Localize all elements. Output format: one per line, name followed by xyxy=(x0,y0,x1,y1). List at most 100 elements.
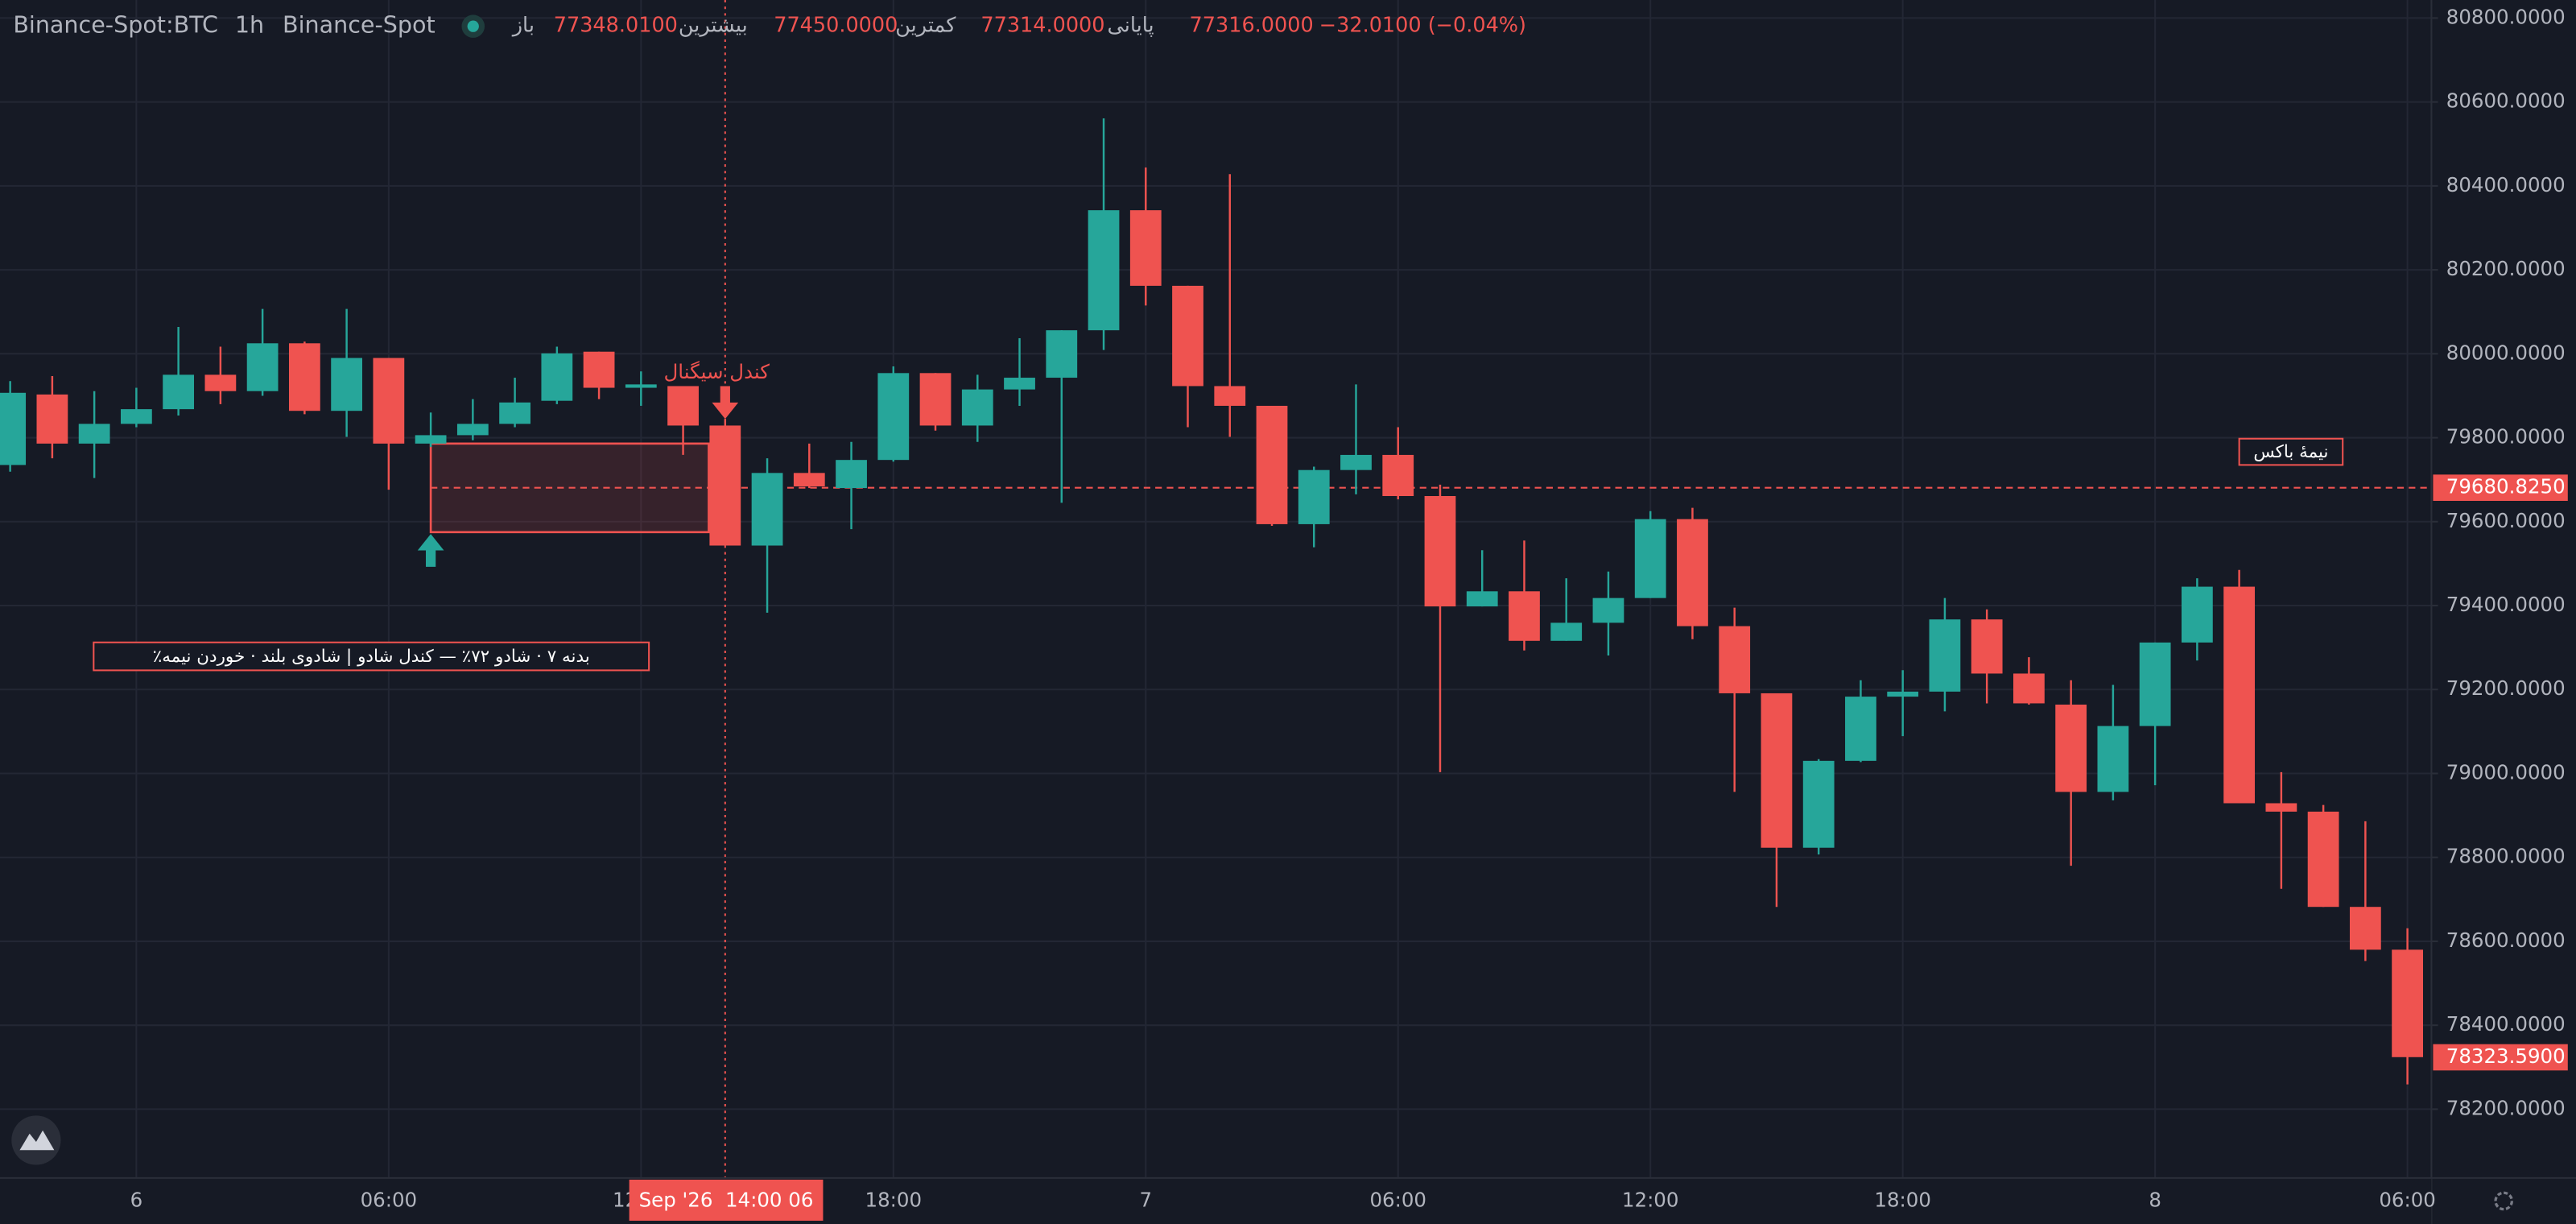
y-tick-label: 80200.0000 xyxy=(2446,257,2566,280)
candle-body xyxy=(1129,210,1162,286)
y-tick-label: 80000.0000 xyxy=(2446,341,2566,364)
candle-body xyxy=(1634,519,1666,598)
candle-body xyxy=(1214,386,1246,406)
price-tag xyxy=(2433,1044,2568,1071)
legend-header: Binance-Spot:BTC 1h Binance-Spot xyxy=(13,11,485,39)
settings-icon[interactable] xyxy=(2494,1191,2514,1211)
candle-body xyxy=(2055,705,2087,792)
y-tick-label: 78600.0000 xyxy=(2446,928,2566,952)
y-tick-label: 80800.0000 xyxy=(2446,5,2566,28)
candle-body xyxy=(2013,673,2045,704)
candle-body xyxy=(919,373,952,426)
price-axis-bg xyxy=(2431,0,2576,1224)
candle-body xyxy=(1256,405,1288,524)
candle-body xyxy=(2223,586,2256,804)
ohlc-value: 77314.0000 xyxy=(980,14,1104,38)
candle-body xyxy=(961,389,993,426)
interval: 1h xyxy=(235,11,264,39)
candle-body xyxy=(1802,760,1835,848)
x-tick-label: 06:00 xyxy=(2379,1188,2436,1211)
candle-body xyxy=(1719,626,1751,693)
x-tick-label: 18:00 xyxy=(1874,1188,1931,1211)
x-tick-label: 8 xyxy=(2149,1188,2161,1211)
x-tick-label: 12:00 xyxy=(1622,1188,1679,1211)
x-tick-label: 06:00 xyxy=(361,1188,418,1211)
y-tick-label: 79200.0000 xyxy=(2446,676,2566,700)
candle-body xyxy=(1382,454,1414,497)
candle-body xyxy=(836,460,867,489)
candle-body xyxy=(2182,586,2213,643)
annotations: کندل سیگنال نیمهٔ باکس بدنه ۷ · شادو ۷۲٪… xyxy=(93,360,2344,672)
candle-body xyxy=(0,392,27,465)
signal-label: کندل سیگنال xyxy=(663,360,770,383)
price-tag xyxy=(2433,474,2568,501)
sell-arrow xyxy=(712,386,739,420)
note: بدنه ۷ · شادو ۷۲٪ — کندل شادو | شادوی بل… xyxy=(153,647,590,667)
candle-body xyxy=(2307,811,2339,908)
ohlc-label: پایانی xyxy=(1108,14,1154,38)
logo xyxy=(11,1115,61,1165)
candle-body xyxy=(1004,378,1035,390)
candle-body xyxy=(625,384,657,388)
candle-body xyxy=(1509,591,1540,641)
candle-body xyxy=(2265,803,2297,812)
y-tick-label: 78400.0000 xyxy=(2446,1012,2566,1036)
candle-body xyxy=(2139,642,2171,726)
ohlc-value: 77316.0000 xyxy=(1190,14,1314,38)
candle-body xyxy=(709,425,741,546)
candle-body xyxy=(2097,726,2129,792)
price-tag-label: 79680.8250 xyxy=(2446,475,2566,498)
crosshair-tag-label: Sep '26 14:00 06 xyxy=(639,1188,814,1211)
half-box-label: نیمهٔ باکس xyxy=(2253,442,2328,462)
candle-body xyxy=(1298,469,1330,524)
candle-body xyxy=(373,358,405,444)
symbol: Binance-Spot:BTC xyxy=(13,11,218,39)
candle-body xyxy=(121,409,152,424)
candle-body xyxy=(1088,210,1120,331)
candle-body xyxy=(163,374,195,410)
x-tick-label: 6 xyxy=(130,1188,143,1211)
x-tick-label: 18:00 xyxy=(865,1188,923,1211)
candle-body xyxy=(2392,949,2423,1057)
y-tick-label: 78200.0000 xyxy=(2446,1096,2566,1119)
y-tick-label: 80600.0000 xyxy=(2446,89,2566,113)
candle-body xyxy=(1550,622,1583,641)
logo-badge xyxy=(11,1115,61,1165)
candle-body xyxy=(1887,691,1919,697)
candle-body xyxy=(456,424,489,436)
y-tick-label: 80400.0000 xyxy=(2446,173,2566,196)
settings[interactable] xyxy=(2494,1191,2514,1211)
ohlc-values: باز 77348.0100 بیشترین 77450.0000 کمترین… xyxy=(511,14,1526,38)
candle-body xyxy=(667,386,699,426)
candle-body xyxy=(1592,598,1624,623)
y-tick-label: 78800.0000 xyxy=(2446,845,2566,868)
candle-body xyxy=(78,424,110,444)
time-axis-bg xyxy=(0,1177,2432,1224)
y-tick-label: 79000.0000 xyxy=(2446,760,2566,784)
candle-body xyxy=(877,373,910,461)
change: −32.0100 (−0.04%) xyxy=(1319,14,1526,38)
candle-body xyxy=(1971,619,2003,674)
candle-body xyxy=(36,394,68,444)
crosshair-tag xyxy=(629,1179,824,1221)
candle-body xyxy=(1046,330,1078,378)
candle-body xyxy=(246,343,279,391)
candle-body xyxy=(204,374,237,391)
buy-arrow xyxy=(417,534,444,567)
ohlc-label: بیشترین xyxy=(679,14,748,38)
exchange: Binance-Spot xyxy=(283,11,436,39)
candle-body xyxy=(331,358,362,411)
candle-body xyxy=(1424,496,1456,607)
candle-body xyxy=(1845,697,1876,761)
candle-body xyxy=(1340,454,1372,470)
half-box-frame xyxy=(2238,437,2344,466)
x-tick-label: 06:00 xyxy=(1369,1188,1426,1211)
status-dot xyxy=(467,20,479,32)
ohlc-label: باز xyxy=(511,14,535,38)
candle-body xyxy=(499,402,530,424)
candle-body xyxy=(1677,519,1708,626)
